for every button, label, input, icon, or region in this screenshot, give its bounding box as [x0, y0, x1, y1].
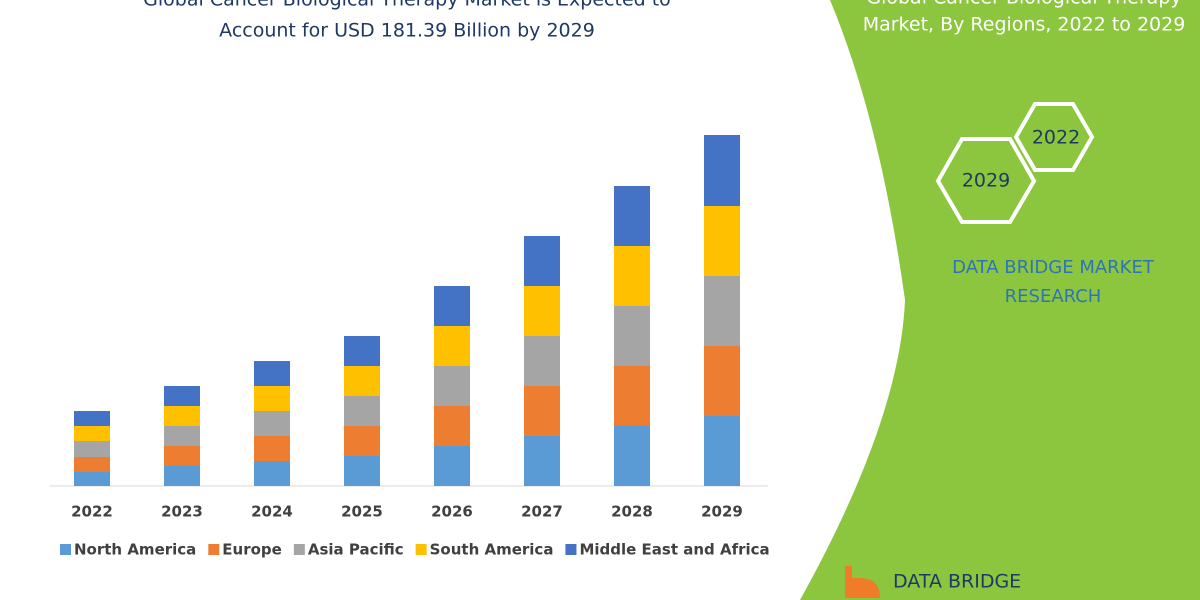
bar-segment [164, 466, 200, 486]
bar-segment [344, 456, 380, 486]
bar-segment [74, 472, 110, 486]
side-panel [800, 0, 1200, 600]
bar-segment [254, 461, 290, 486]
bar-segment [704, 276, 740, 346]
bar-segment [74, 457, 110, 472]
legend-swatch [293, 544, 305, 555]
bar-segment [704, 135, 740, 206]
badge: 2029 [962, 170, 1010, 192]
panel-title: Global Cancer Biological Therapy [866, 0, 1181, 9]
bar-segment [254, 436, 290, 461]
x-tick-label: 2025 [341, 503, 383, 521]
bar-segment [524, 436, 560, 486]
chart-title: Global Cancer Biological Therapy Market … [143, 0, 671, 11]
x-tick-label: 2026 [431, 503, 473, 521]
bar-segment [614, 306, 650, 366]
logo-icon [845, 566, 880, 598]
x-tick-label: 2027 [521, 503, 563, 521]
legend-swatch [208, 544, 220, 555]
bar-segment [74, 411, 110, 426]
legend-label: Asia Pacific [308, 541, 404, 559]
bar-segment [344, 396, 380, 426]
legend-swatch [60, 544, 71, 555]
legend-label: Middle East and Africa [579, 541, 769, 559]
legend-swatch [565, 544, 577, 555]
bar-segment [524, 286, 560, 336]
chart-title: Account for USD 181.39 Billion by 2029 [219, 20, 595, 42]
bar-segment [254, 361, 290, 386]
bar-segment [254, 411, 290, 436]
logo-text: DATA BRIDGE [893, 571, 1021, 593]
bar-segment [344, 366, 380, 396]
bar-segment [524, 386, 560, 436]
legend-label: Europe [222, 541, 282, 559]
panel-title: Market, By Regions, 2022 to 2029 [863, 14, 1186, 36]
bar-segment [434, 446, 470, 486]
bar-segment [614, 426, 650, 486]
bar-segment [614, 246, 650, 306]
badge: 2022 [1032, 127, 1080, 149]
bar-segment [164, 406, 200, 426]
bar-segment [164, 426, 200, 446]
bar-segment [74, 441, 110, 457]
legend-swatch [415, 544, 427, 555]
bar-segment [524, 336, 560, 386]
bar-segment [524, 236, 560, 286]
x-tick-label: 2028 [611, 503, 653, 521]
x-tick-label: 2022 [71, 503, 113, 521]
legend-label: South America [430, 541, 554, 559]
bar-segment [74, 426, 110, 441]
bar-segment [344, 426, 380, 456]
x-tick-label: 2029 [701, 503, 743, 521]
bar-segment [434, 406, 470, 446]
x-tick-label: 2023 [161, 503, 203, 521]
bar-segment [164, 446, 200, 466]
bar-segment [614, 366, 650, 426]
bar-segment [344, 336, 380, 366]
bar-segment [434, 326, 470, 366]
bar-segment [704, 346, 740, 416]
brand: DATA BRIDGE MARKET [952, 257, 1155, 278]
brand: RESEARCH [1005, 286, 1102, 307]
bar-segment [704, 416, 740, 486]
bar-segment [434, 366, 470, 406]
legend-label: North America [74, 541, 196, 559]
bar-segment [254, 386, 290, 411]
bar-segment [164, 386, 200, 406]
x-tick-label: 2024 [251, 503, 293, 521]
bar-segment [434, 286, 470, 326]
hexagon [1013, 102, 1095, 172]
bar-segment [614, 186, 650, 246]
hexagon [935, 137, 1037, 224]
bar-segment [704, 206, 740, 276]
